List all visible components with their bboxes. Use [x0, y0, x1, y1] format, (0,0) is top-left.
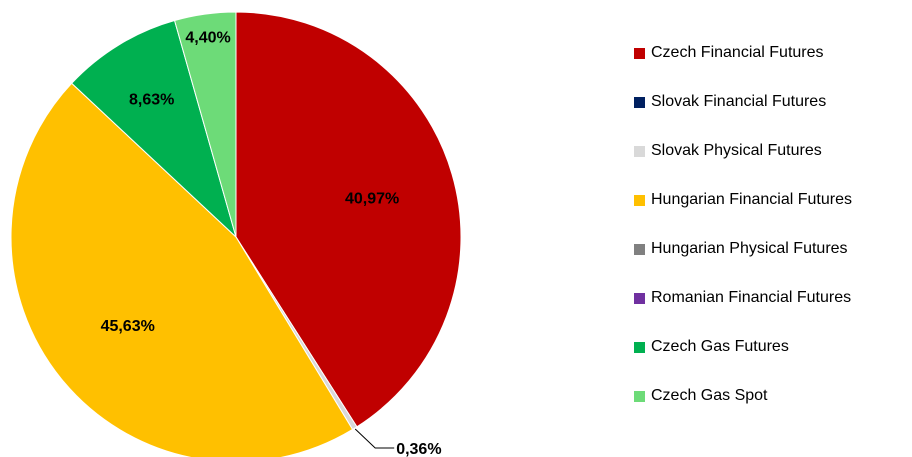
legend-item-czech-gas-futures: Czech Gas Futures	[634, 335, 910, 359]
pie-slice-czech-gas-spot	[173, 11, 237, 238]
legend-label-romanian-financial-futures: Romanian Financial Futures	[651, 289, 852, 306]
legend-item-hungarian-physical-futures: Hungarian Physical Futures	[634, 237, 910, 261]
legend-swatch-hungarian-physical-futures	[634, 243, 645, 255]
legend-item-czech-gas-spot: Czech Gas Spot	[634, 384, 910, 408]
legend-swatch-slovak-financial-futures	[634, 96, 645, 108]
chart-legend: Czech Financial Futures Slovak Financial …	[634, 41, 910, 433]
legend-swatch-czech-gas-spot	[634, 390, 645, 402]
data-label-czech-gas-spot: 4,40%	[185, 29, 230, 46]
pie-slice-czech-financial-futures	[235, 11, 462, 428]
legend-swatch-romanian-financial-futures	[634, 292, 645, 304]
pie-slice-czech-gas-futures	[70, 19, 237, 239]
pie-slice-hungarian-financial-futures	[10, 82, 354, 457]
legend-label-slovak-physical-futures: Slovak Physical Futures	[651, 142, 822, 159]
legend-label-slovak-financial-futures: Slovak Financial Futures	[651, 93, 827, 110]
legend-label-czech-gas-spot: Czech Gas Spot	[651, 387, 768, 404]
legend-item-czech-financial-futures: Czech Financial Futures	[634, 41, 910, 65]
leader-line-slovak-physical-futures	[354, 428, 395, 449]
pie-slices	[10, 11, 462, 457]
legend-label-czech-financial-futures: Czech Financial Futures	[651, 44, 824, 61]
legend-label-hungarian-financial-futures: Hungarian Financial Futures	[651, 191, 852, 208]
data-label-czech-financial-futures: 40,97%	[345, 190, 399, 207]
legend-item-romanian-financial-futures: Romanian Financial Futures	[634, 286, 910, 310]
legend-label-czech-gas-futures: Czech Gas Futures	[651, 338, 789, 355]
data-label-slovak-physical-futures: 0,36%	[396, 441, 441, 457]
legend-item-hungarian-financial-futures: Hungarian Financial Futures	[634, 188, 910, 212]
legend-swatch-hungarian-financial-futures	[634, 194, 645, 206]
legend-swatch-slovak-physical-futures	[634, 145, 645, 157]
legend-swatch-czech-gas-futures	[634, 341, 645, 353]
legend-swatch-czech-financial-futures	[634, 47, 645, 59]
data-label-czech-gas-futures: 8,63%	[129, 92, 174, 109]
legend-item-slovak-physical-futures: Slovak Physical Futures	[634, 139, 910, 163]
legend-item-slovak-financial-futures: Slovak Financial Futures	[634, 90, 910, 114]
pie-labels: 40,97% 0,36% 45,63% 8,63% 4,40%	[101, 29, 442, 457]
data-label-hungarian-financial-futures: 45,63%	[101, 318, 155, 335]
legend-label-hungarian-physical-futures: Hungarian Physical Futures	[651, 240, 848, 257]
